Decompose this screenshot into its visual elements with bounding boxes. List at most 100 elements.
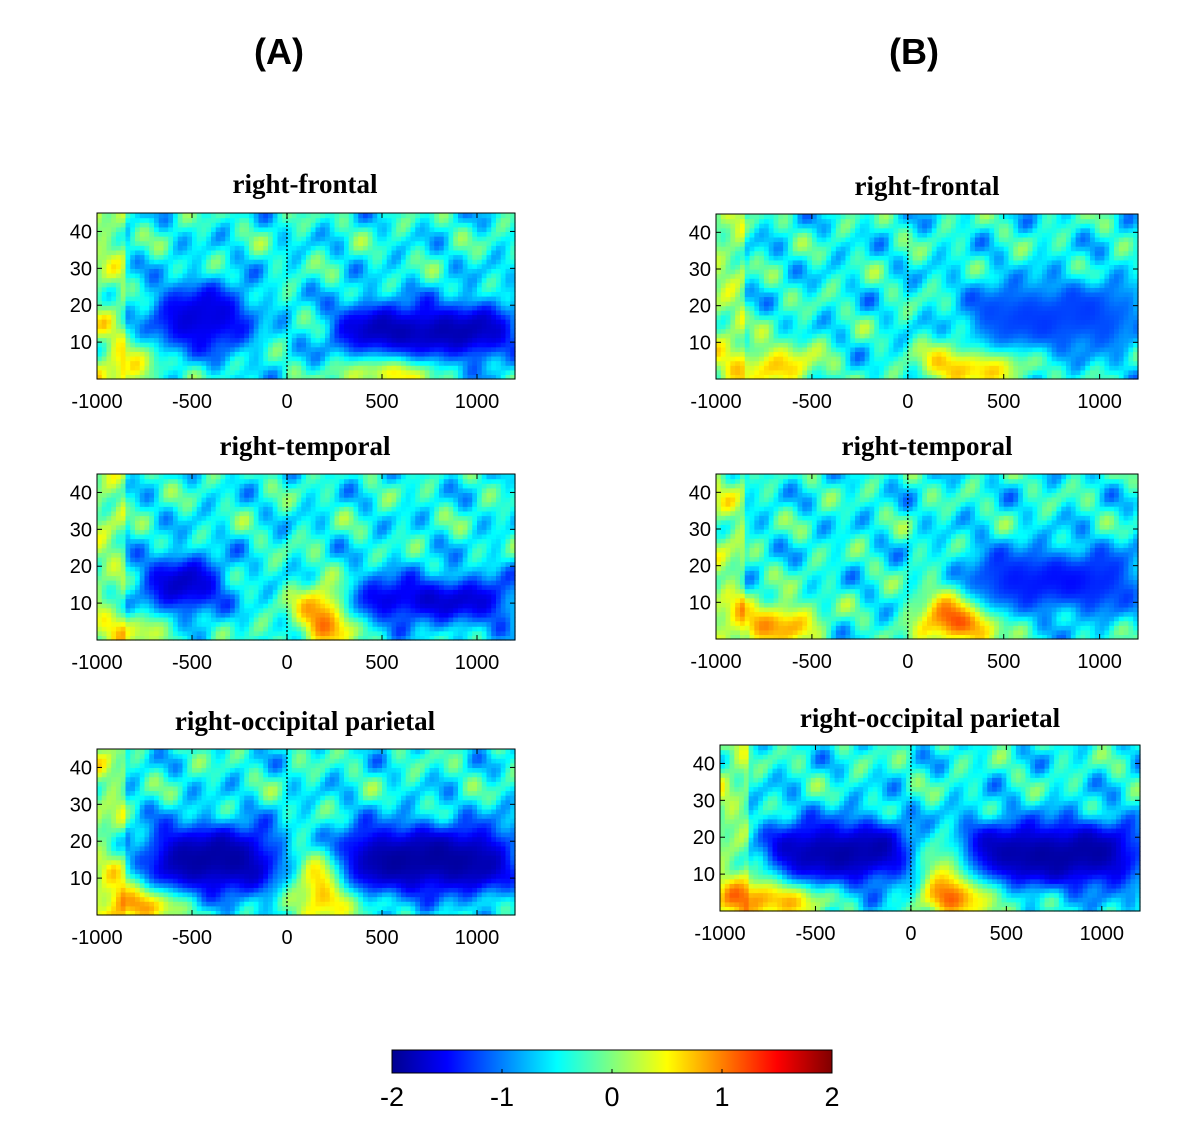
heatmap-cell [154,337,160,343]
heatmap-cell [249,332,255,339]
heatmap-cell [234,305,241,311]
heatmap-cell [401,236,407,242]
heatmap-cell [244,635,250,641]
heatmap-cell [187,487,193,494]
heatmap-cell [206,277,212,283]
heatmap-cell [211,621,217,627]
heatmap-cell [249,506,255,512]
heatmap-cell [334,291,340,297]
heatmap-cell [239,351,245,357]
heatmap-cell [116,217,122,223]
heatmap-cell [263,272,269,279]
heatmap-cell [353,249,359,256]
heatmap-cell [310,342,317,348]
heatmap-cell [234,575,241,581]
heatmap-cell [310,497,317,503]
heatmap-cell [415,365,421,371]
heatmap-cell [315,524,321,530]
heatmap-cell [192,612,198,618]
heatmap-cell [206,483,212,489]
heatmap-cell [367,346,374,352]
heatmap-cell [149,342,155,348]
heatmap-cell [448,217,454,223]
heatmap-cell [101,213,108,219]
heatmap-cell [158,240,165,246]
heatmap-cell [225,346,231,352]
heatmap-cell [301,538,307,544]
heatmap-cell [424,259,431,265]
heatmap-cell [453,217,459,223]
heatmap-cell [101,520,108,526]
heatmap-cell [139,557,146,563]
heatmap-cell [225,547,231,553]
heatmap-cell [249,286,255,292]
heatmap-cell [187,533,193,540]
heatmap-cell [149,497,155,503]
heatmap-cell [268,506,274,512]
heatmap-cell [201,621,207,627]
heatmap-cell [158,538,165,544]
heatmap-cell [334,365,340,371]
heatmap-cell [272,515,279,521]
heatmap-cell [472,319,478,325]
heatmap-cell [415,254,421,260]
heatmap-cell [211,570,217,577]
heatmap-cell [187,515,193,521]
heatmap-cell [139,630,146,636]
heatmap-cell [472,249,478,256]
heatmap-cell [149,478,155,484]
heatmap-cell [116,538,122,544]
heatmap-cell [163,222,169,228]
heatmap-cell [258,346,264,352]
heatmap-cell [234,286,241,292]
heatmap-cell [263,217,269,223]
heatmap-cell [120,603,127,609]
heatmap-cell [258,533,264,540]
heatmap-cell [315,566,321,572]
heatmap-cell [225,323,231,329]
heatmap-cell [196,635,203,641]
heatmap-cell [386,365,393,371]
heatmap-cell [206,589,212,595]
heatmap-cell [225,570,231,577]
heatmap-cell [296,607,302,613]
heatmap-cell [329,533,336,540]
heatmap-cell [135,483,141,489]
heatmap-cell [377,268,383,274]
heatmap-cell [287,222,293,228]
heatmap-cell [192,487,198,494]
heatmap-cell [462,282,469,288]
heatmap-cell [277,249,283,256]
heatmap-cell [500,309,507,316]
heatmap-cell [192,501,198,507]
heatmap-cell [97,263,103,269]
heatmap-cell [367,369,374,375]
heatmap-cell [173,552,179,558]
heatmap-cell [154,217,160,223]
heatmap-cell [192,580,198,586]
heatmap-cell [401,213,407,219]
heatmap-cell [106,529,112,535]
heatmap-cell [467,337,473,343]
heatmap-cell [182,492,188,498]
heatmap-cell [282,561,288,567]
heatmap-cell [234,222,241,228]
heatmap-cell [424,277,431,283]
heatmap-cell [348,323,355,329]
heatmap-cell [500,277,507,283]
heatmap-cell [120,332,127,339]
heatmap-cell [420,296,426,302]
heatmap-cell [101,593,108,600]
heatmap-cell [481,360,488,366]
heatmap-cell [220,351,226,357]
heatmap-cell [377,236,383,242]
heatmap-cell [263,291,269,297]
heatmap-cell [234,552,241,558]
heatmap-cell [339,272,345,279]
heatmap-cell [320,478,326,484]
heatmap-cell [196,296,203,302]
heatmap-cell [101,501,108,507]
heatmap-cell [163,249,169,256]
heatmap-cell [358,360,364,366]
